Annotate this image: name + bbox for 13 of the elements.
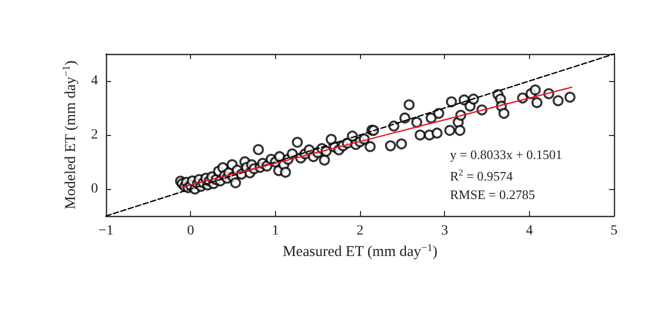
annotation: y = 0.8033x + 0.1501 <box>450 147 562 162</box>
x-tick-label: −1 <box>98 224 114 238</box>
y-tick-label: 0 <box>91 182 98 196</box>
annotation: RMSE = 0.2785 <box>450 187 535 202</box>
y-tick-label: 2 <box>91 128 98 142</box>
x-tick-label: 5 <box>610 224 618 238</box>
x-tick-label: 1 <box>272 224 279 238</box>
x-tick-label: 2 <box>356 224 364 238</box>
x-tick-label: 4 <box>526 224 533 238</box>
x-tick-label: 3 <box>441 224 448 238</box>
x-tick-label: 0 <box>187 224 194 238</box>
y-tick-label: 4 <box>91 74 98 88</box>
y-axis-title: Modeled ET (mm day−1) <box>62 60 79 210</box>
